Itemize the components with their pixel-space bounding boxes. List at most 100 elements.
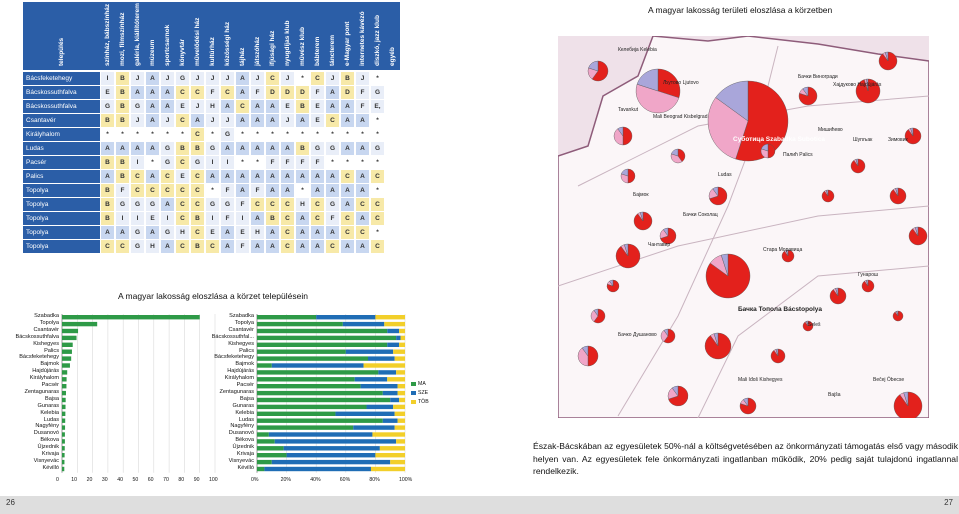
matrix-cell: A [251, 114, 264, 127]
chart-bar [384, 321, 405, 327]
matrix-cell: * [131, 128, 144, 141]
matrix-cell: A [116, 142, 129, 155]
matrix-cell: A [281, 170, 294, 183]
map-place-label: Бачки Виногради [798, 74, 838, 80]
matrix-cell: A [326, 184, 339, 197]
pie-slice [825, 189, 829, 197]
matrix-cell: A [356, 114, 369, 127]
matrix-cell: H [176, 226, 189, 239]
matrix-cell [386, 142, 399, 155]
chart-category-label: Zentagunaras [24, 388, 59, 395]
matrix-column-header-label: internetes kávézó [358, 11, 366, 66]
pie-slice [635, 83, 680, 114]
matrix-column-header-label: ifjúsági ház [268, 30, 276, 66]
chart-category-label: Palics [239, 347, 254, 354]
chart-category-label: Bajsa [240, 395, 254, 402]
chart-bar [396, 439, 405, 444]
matrix-cell: C [266, 72, 279, 85]
matrix-cell: A [341, 100, 354, 113]
matrix-cell: C [131, 170, 144, 183]
chart-category-label: Nagyfény [230, 423, 254, 430]
matrix-cell: A [341, 198, 354, 211]
chart-bar [387, 377, 405, 382]
matrix-cell: F [236, 240, 249, 253]
matrix-cell: C [326, 240, 339, 253]
chart-category-label: Hajdújárás [227, 368, 254, 375]
pie-slice [613, 128, 624, 146]
chart-bar [62, 411, 66, 416]
matrix-cell: D [341, 86, 354, 99]
matrix-cell: A [326, 100, 339, 113]
matrix-row: Topolya A A G A G H C E A E H A C A A A C C * [23, 226, 403, 240]
matrix-cell: G [371, 142, 384, 155]
matrix-cell: G [176, 72, 189, 85]
chart-svg [61, 314, 216, 473]
chart-bar [257, 384, 361, 389]
matrix-column-header-label: múzeum [148, 39, 156, 66]
matrix-cell: I [236, 212, 249, 225]
chart-category-label: Szabadka [34, 313, 59, 319]
matrix-cell: * [371, 128, 384, 141]
matrix-cell [386, 170, 399, 183]
chart-bar [257, 342, 388, 347]
matrix-cell: * [161, 128, 174, 141]
facility-matrix-table: település színház, bábszínház mozi, filmsz… [23, 2, 403, 253]
chart-bar [62, 418, 66, 423]
chart-bar [360, 384, 398, 389]
chart-bar [257, 370, 379, 375]
matrix-cell: A [236, 184, 249, 197]
chart-tick-label: 100% [399, 476, 413, 483]
chart-bar [257, 363, 272, 368]
matrix-cell: A [356, 170, 369, 183]
matrix-cell: F [236, 198, 249, 211]
matrix-cell: A [146, 100, 159, 113]
matrix-cell: C [371, 170, 384, 183]
chart-tick-label: 60% [339, 476, 351, 483]
chart-bar [62, 404, 66, 410]
matrix-cell: G [311, 142, 324, 155]
matrix-column-header: múzeum [145, 2, 161, 70]
chart-bar [354, 377, 388, 382]
matrix-cell: C [281, 198, 294, 211]
pie-slice [621, 168, 629, 177]
matrix-cell: F [311, 86, 324, 99]
matrix-cell: A [221, 142, 234, 155]
matrix-cell: C [131, 184, 144, 197]
matrix-cell [386, 198, 399, 211]
chart-category-label: Pacsér [41, 382, 59, 388]
chart-bar [257, 349, 346, 354]
matrix-row-name: Királyhalom [23, 128, 100, 141]
matrix-cell: G [131, 100, 144, 113]
chart-bar [396, 335, 401, 341]
matrix-cell: C [161, 170, 174, 183]
matrix-column-header-label: színház, bábszínház [103, 3, 111, 66]
matrix-column-header-label: kultúrház [208, 37, 216, 66]
pie-slice [606, 279, 620, 293]
matrix-cell: E [206, 226, 219, 239]
matrix-cell [386, 212, 399, 225]
chart-category-label: Hajdújárás [32, 368, 59, 375]
matrix-cell: A [266, 142, 279, 155]
matrix-cell: F [266, 156, 279, 169]
chart-bar [257, 439, 275, 444]
pie-slice [639, 211, 644, 222]
pie-slice [735, 80, 789, 162]
matrix-cell: G [206, 198, 219, 211]
matrix-cell: A [326, 170, 339, 183]
pie-slice [739, 397, 757, 415]
matrix-cell: E [311, 100, 324, 113]
chart-tick-label: 10 [71, 476, 78, 483]
matrix-cell: C [176, 240, 189, 253]
chart-category-label: Bácsfeketehegy [19, 354, 59, 361]
chart-category-label: Topolya [39, 319, 59, 326]
matrix-cell: C [251, 198, 264, 211]
matrix-column-header: ifjúsági ház [265, 2, 281, 70]
chart-bar [62, 335, 77, 341]
matrix-cell: * [236, 128, 249, 141]
chart-category-label: Visnyevác [228, 457, 254, 464]
matrix-column-header-label: művész klub [298, 26, 306, 66]
matrix-column-header: e-Magyar pont [340, 2, 356, 70]
chart-tick-label: 0 [56, 476, 59, 483]
matrix-cell: B [116, 72, 129, 85]
map-place-label: Бачки Соколац [683, 212, 718, 218]
